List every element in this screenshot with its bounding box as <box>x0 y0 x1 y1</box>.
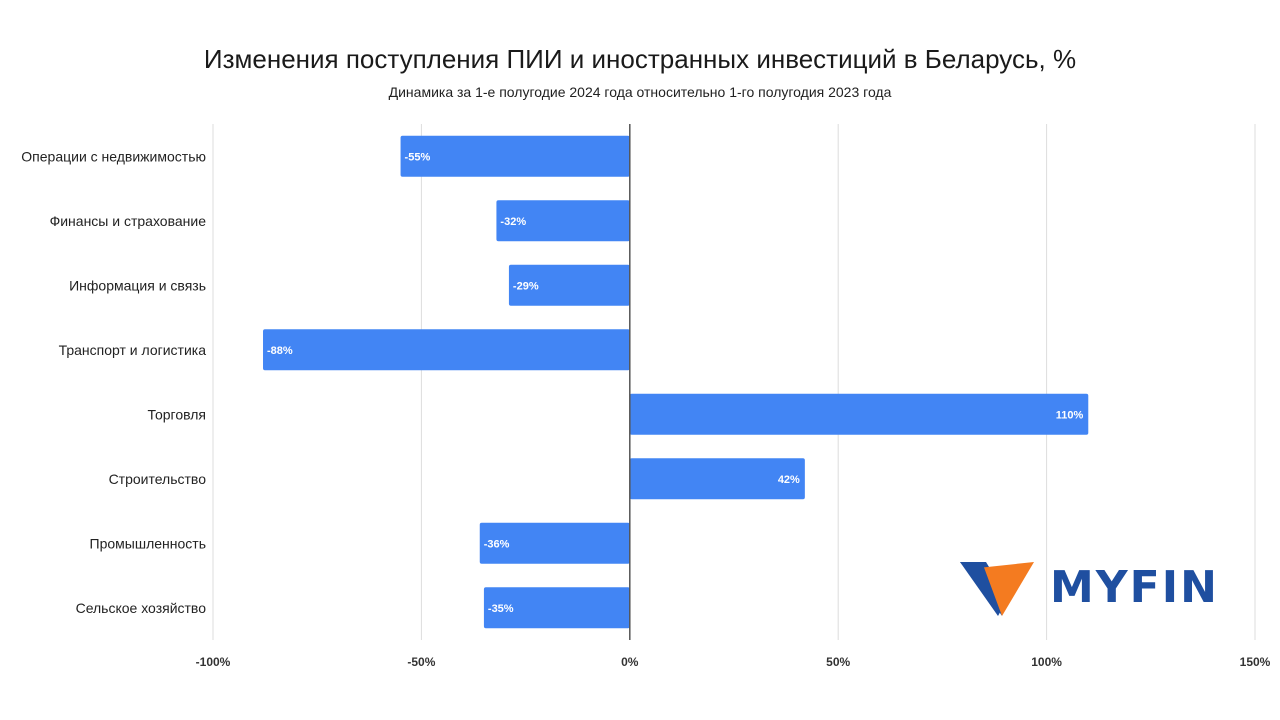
logo-wordmark: MYFIN <box>1050 562 1219 613</box>
bar <box>629 393 1089 435</box>
data-label: -88% <box>267 345 293 357</box>
category-label: Сельское хозяйство <box>76 600 207 616</box>
x-tick-label: 50% <box>826 655 850 669</box>
bar <box>508 264 630 306</box>
x-tick-label: -50% <box>407 655 435 669</box>
category-label: Промышленность <box>90 535 206 551</box>
category-label: Торговля <box>148 406 206 422</box>
x-tick-labels: -100% -50% 0% 50% 100% 150% <box>196 655 1271 669</box>
data-label: -29% <box>513 280 539 292</box>
data-label: -32% <box>500 216 526 228</box>
bar <box>629 458 805 500</box>
data-label: 110% <box>1056 409 1084 421</box>
data-labels: -55% -32% -29% -88% 110% 42% -36% -35% <box>267 151 1083 615</box>
x-tick-label: 150% <box>1240 655 1271 669</box>
gridlines <box>212 124 1256 640</box>
x-tick-label: 100% <box>1031 655 1062 669</box>
myfin-logo-icon <box>960 562 1034 616</box>
x-tick-label: 0% <box>621 655 639 669</box>
data-label: 42% <box>778 474 800 486</box>
bar <box>400 135 630 177</box>
category-label: Строительство <box>109 471 207 487</box>
myfin-logo: MYFIN <box>960 558 1220 620</box>
bar <box>496 200 630 242</box>
bar <box>483 587 630 629</box>
data-label: -35% <box>488 603 514 615</box>
bars <box>263 135 1089 629</box>
bar <box>263 329 630 371</box>
category-label: Транспорт и логистика <box>59 342 207 358</box>
x-tick-label: -100% <box>196 655 231 669</box>
category-label: Операции с недвижимостью <box>21 148 206 164</box>
category-label: Финансы и страхование <box>50 213 207 229</box>
category-label: Информация и связь <box>69 277 206 293</box>
data-label: -36% <box>484 538 510 550</box>
chart-subtitle: Динамика за 1-е полугодие 2024 года отно… <box>388 84 892 100</box>
bar <box>479 522 630 564</box>
data-label: -55% <box>405 151 431 163</box>
category-labels: Операции с недвижимостью Финансы и страхо… <box>21 148 206 616</box>
chart-title: Изменения поступления ПИИ и иностранных … <box>203 44 1077 74</box>
